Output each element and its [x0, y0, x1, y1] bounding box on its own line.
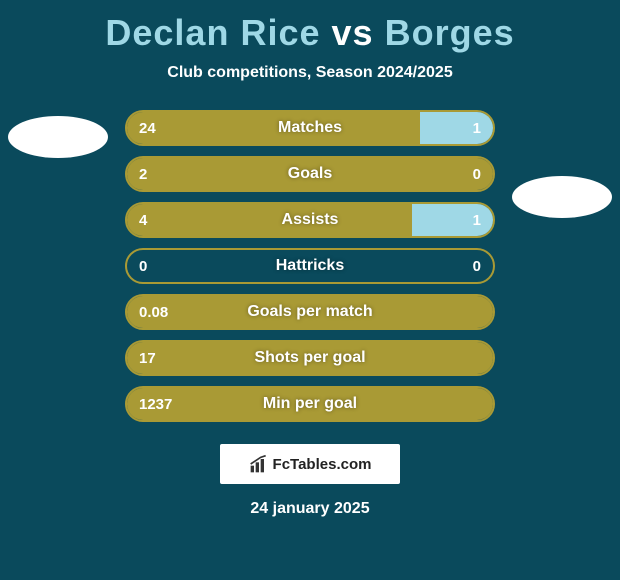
stat-label: Min per goal: [127, 395, 493, 413]
player1-avatar: [8, 116, 108, 158]
stat-row: 0Hattricks0: [125, 248, 495, 284]
stat-row: 4Assists1: [125, 202, 495, 238]
stats-container: 24Matches12Goals04Assists10Hattricks00.0…: [125, 110, 495, 422]
stat-label: Assists: [127, 211, 493, 229]
stat-label: Hattricks: [127, 257, 493, 275]
stat-value-right: 1: [473, 212, 481, 229]
player2-name: Borges: [385, 12, 515, 53]
player2-avatar: [512, 176, 612, 218]
stat-row: 1237Min per goal: [125, 386, 495, 422]
stat-label: Matches: [127, 119, 493, 137]
logo-box[interactable]: FcTables.com: [220, 444, 400, 484]
date-text: 24 january 2025: [0, 500, 620, 518]
player1-name: Declan Rice: [105, 12, 320, 53]
stat-label: Goals per match: [127, 303, 493, 321]
logo-text: FcTables.com: [273, 456, 372, 473]
stat-label: Goals: [127, 165, 493, 183]
stat-row: 2Goals0: [125, 156, 495, 192]
stat-label: Shots per goal: [127, 349, 493, 367]
stat-row: 24Matches1: [125, 110, 495, 146]
stat-value-right: 1: [473, 120, 481, 137]
stat-row: 0.08Goals per match: [125, 294, 495, 330]
subtitle: Club competitions, Season 2024/2025: [0, 64, 620, 82]
comparison-title: Declan Rice vs Borges: [0, 0, 620, 54]
vs-text: vs: [332, 12, 374, 53]
chart-icon: [249, 454, 269, 474]
stat-value-right: 0: [473, 166, 481, 183]
stat-row: 17Shots per goal: [125, 340, 495, 376]
stat-value-right: 0: [473, 258, 481, 275]
